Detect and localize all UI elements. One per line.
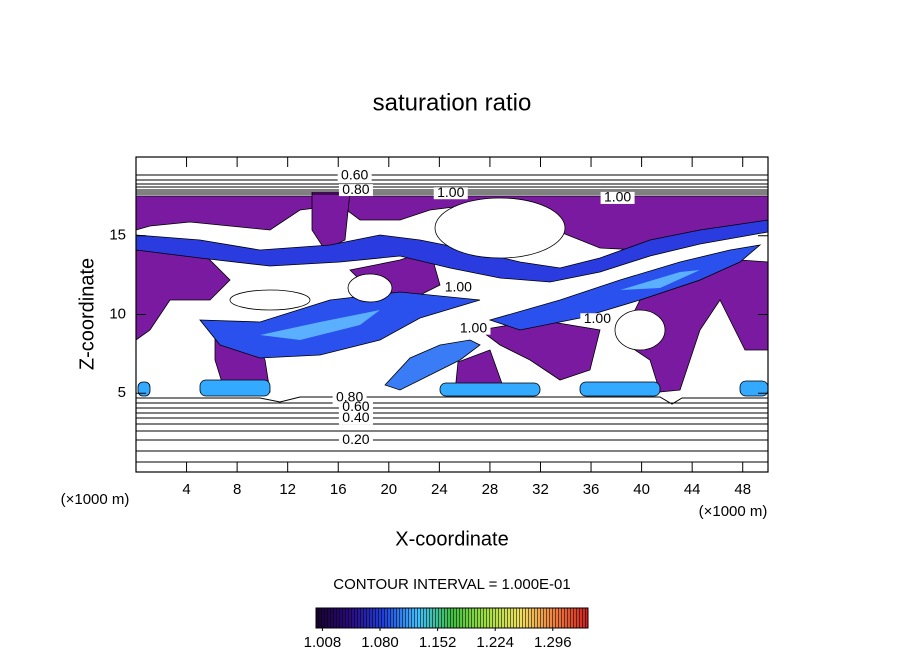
contour-label-bg — [338, 434, 373, 447]
colorbar-tick-label: 1.080 — [361, 634, 399, 651]
field-hole — [614, 309, 666, 351]
field-region — [739, 380, 768, 397]
contour-label-bg — [600, 191, 635, 204]
colorbar-tick-label: 1.008 — [304, 634, 342, 651]
x-tick-label: 4 — [182, 481, 190, 498]
contour-label-bg — [337, 169, 372, 182]
x-tick-label: 32 — [532, 481, 549, 498]
contour-label: 0.60 — [342, 398, 369, 414]
colorbar-stripes — [316, 608, 588, 628]
contour-label: 0.40 — [342, 409, 369, 425]
contour-label: 1.00 — [584, 310, 611, 326]
colorbar-tick-label: 1.224 — [476, 634, 514, 651]
chart-title: saturation ratio — [373, 89, 532, 116]
field-region — [579, 381, 661, 397]
x-tick-label: 8 — [233, 481, 241, 498]
x-tick-label: 40 — [633, 481, 650, 498]
contour-label-bg — [338, 401, 373, 414]
field-hole — [434, 197, 566, 259]
field-region — [439, 382, 541, 397]
x-tick-label: 48 — [734, 481, 751, 498]
field-region — [620, 270, 700, 290]
field-region — [136, 219, 768, 283]
contour-label: 0.60 — [341, 167, 368, 183]
colorbar-frame — [315, 607, 589, 629]
colorbar-tick-label: 1.296 — [534, 634, 572, 651]
x-tick-label: 12 — [279, 481, 296, 498]
contour-label-bg — [332, 391, 367, 404]
x-tick-label: 28 — [482, 481, 499, 498]
y-tick-label: 15 — [109, 227, 126, 244]
contour-label: 0.80 — [342, 181, 369, 197]
contour-line — [136, 396, 768, 463]
contour-label-bg — [433, 187, 468, 200]
field-hole — [229, 289, 311, 311]
contour-label-bg — [338, 412, 373, 425]
x-tick-label: 24 — [431, 481, 448, 498]
field-region — [199, 379, 271, 397]
contour-label: 0.80 — [336, 389, 363, 405]
y-tick-label: 10 — [109, 305, 126, 322]
contour-label-bg — [580, 313, 615, 326]
contour-label: 1.00 — [604, 189, 631, 205]
x-tick-label: 20 — [380, 481, 397, 498]
colorbar-tick-label: 1.152 — [419, 634, 457, 651]
contour-label: 1.00 — [437, 184, 464, 200]
x-unit-label: (×1000 m) — [61, 491, 130, 508]
contour-label: 0.20 — [342, 431, 369, 447]
contour-label-bg — [441, 281, 476, 294]
x-tick-label: 16 — [330, 481, 347, 498]
y-axis-label: Z-coordinate — [76, 258, 98, 370]
contour-label: 1.00 — [445, 278, 472, 294]
field-region — [384, 339, 481, 391]
field-hole — [347, 273, 393, 303]
contour-label: 1.00 — [460, 319, 487, 335]
field — [136, 191, 768, 397]
y-tick-label: 5 — [118, 384, 126, 401]
field-region — [137, 381, 151, 397]
contour-label-bg — [338, 184, 373, 197]
field-region — [488, 244, 762, 331]
contour-label-bg — [456, 322, 491, 335]
x-unit-label: (×1000 m) — [699, 503, 768, 520]
contour-interval: CONTOUR INTERVAL = 1.000E-01 — [333, 576, 570, 593]
x-axis-label: X-coordinate — [395, 528, 508, 550]
x-tick-label: 36 — [583, 481, 600, 498]
x-tick-label: 44 — [684, 481, 701, 498]
field-region — [260, 310, 380, 340]
